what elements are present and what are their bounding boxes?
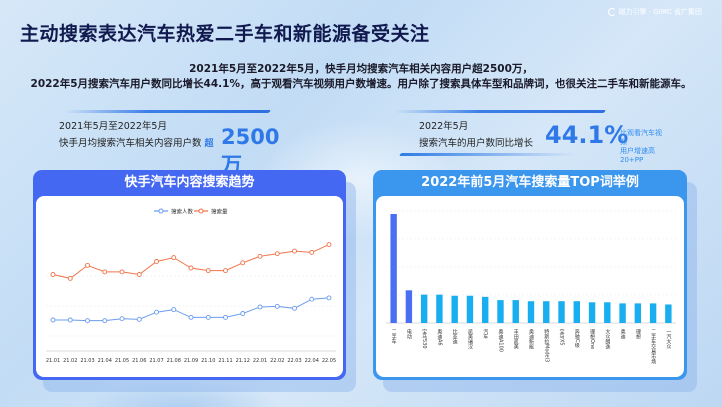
x-tick-label: 宝马530: [421, 328, 427, 348]
x-tick-label: 21.05: [115, 358, 129, 364]
x-tick-label: 理想One: [589, 329, 595, 349]
x-tick-label: 凯美瑞汉: [467, 328, 473, 350]
line-chart-body: 搜索人数 搜索量 21.01 21.02 21.03 21.04 21.05 21.06 21.…: [36, 196, 343, 377]
bar: [634, 303, 642, 323]
bar: [405, 290, 413, 323]
stat-period: 2022年5月: [419, 121, 469, 132]
stat-note-line-1: 比观看汽车视频: [620, 129, 662, 146]
bar: [604, 302, 611, 323]
x-tick-label: 二手车交易市场: [650, 329, 656, 365]
bar: [649, 303, 657, 323]
bar: [573, 301, 580, 323]
x-tick-label: 21.12: [236, 358, 250, 364]
line-chart-title: 快手汽车内容搜索趋势: [124, 175, 255, 190]
x-tick-label: 22.02: [270, 358, 284, 364]
x-tick-label: 21.07: [149, 358, 163, 364]
x-tick-label: 奥迪新能: [528, 328, 534, 350]
legend-item: 搜索量: [194, 208, 228, 216]
svg-text:搜索人数: 搜索人数: [171, 208, 194, 216]
x-tick-label: 21.10: [201, 358, 215, 364]
x-tick-label: 奥迪A100: [497, 328, 503, 352]
bar: [466, 295, 474, 323]
summary-text: 2021年5月至2022年5月，快手月均搜索汽车相关内容用户超2500万， 20…: [0, 62, 722, 92]
x-tick-label: 21.04: [98, 358, 112, 364]
x-tick-label: 理想: [635, 329, 641, 339]
stat-note: 比观看汽车视频 用户增速高20+PP: [620, 129, 665, 165]
page-title: 主动搜索表达汽车热爱二手车和新能源备受关注: [20, 23, 430, 45]
bar-chart-panel: 2022年前5月汽车搜索量TOP词举例 二手车 电动 宝马530 奥迪A6 比亚迪 凯美瑞…: [373, 170, 687, 380]
x-tick-label: 21.01: [46, 358, 60, 364]
bar-chart-title: 2022年前5月汽车搜索量TOP词举例: [421, 175, 639, 190]
bar: [665, 304, 672, 323]
svg-text:搜索量: 搜索量: [211, 208, 228, 216]
bar: [497, 300, 504, 323]
x-tick-label: 丰田凯美: [513, 328, 519, 350]
stat-card-growth: 2022年5月 搜索汽车的用户数同比增长 44.1% 比观看汽车视频 用户增速高…: [394, 108, 665, 164]
bar-chart-body: 二手车 电动 宝马530 奥迪A6 比亚迪 凯美瑞汉 汽车 奥迪A100 丰田凯美 奥迪新能 特斯拉…: [376, 196, 684, 377]
stat-value: 44.1%: [545, 121, 629, 149]
x-tick-label: 21.02: [63, 358, 77, 364]
x-tick-label: 奥迪: [620, 328, 626, 340]
x-tick-label: 22.01: [253, 358, 267, 364]
summary-line-1: 2021年5月至2022年5月，快手月均搜索汽车相关内容用户超2500万，: [189, 63, 533, 75]
background-glow: [80, 380, 280, 407]
x-tick-label: 21.09: [184, 358, 198, 364]
x-tick-label: 特斯拉Model3: [543, 328, 549, 362]
legend-item: 搜索人数: [154, 208, 194, 216]
x-tick-label: 比亚迪: [452, 328, 458, 345]
x-tick-label: 二手车: [391, 329, 397, 345]
x-tick-label: 一汽大众: [665, 329, 671, 349]
bar: [451, 295, 458, 323]
brand-logo-icon: [607, 8, 616, 16]
bar: [543, 301, 550, 323]
divider: [64, 110, 271, 113]
x-tick-label: 汽车: [482, 328, 488, 340]
brand-logo: 磁力引擎 · GIMC 省广集团: [607, 7, 702, 17]
summary-line-2: 2022年5月搜索汽车用户数同比增长44.1%，高于观看汽车视频用户数增速。用户…: [30, 78, 692, 90]
stat-prefix: 超: [204, 139, 214, 149]
bar: [390, 214, 397, 323]
bar: [558, 301, 565, 323]
x-tick-label: 电动: [406, 328, 412, 340]
bar-chart: 二手车 电动 宝马530 奥迪A6 比亚迪 凯美瑞汉 汽车 奥迪A100 丰田凯美 奥迪新能 特斯拉…: [386, 210, 676, 365]
x-tick-label: 22.04: [305, 358, 319, 364]
x-tick-label: 21.08: [167, 358, 181, 364]
x-tick-label: 22.03: [287, 358, 301, 364]
divider: [394, 110, 606, 113]
stat-label-text: 快手月均搜索汽车相关内容用户数: [59, 138, 202, 149]
bar: [527, 301, 535, 323]
stat-label: 搜索汽车的用户数同比增长: [419, 138, 534, 149]
stat-note-line-2: 用户增速高20+PP: [620, 147, 655, 164]
bar: [482, 296, 489, 323]
bar: [512, 300, 519, 323]
bar: [436, 294, 443, 323]
x-tick-label: 21.06: [132, 358, 146, 364]
bar: [420, 294, 428, 323]
x-tick-label: 21.11: [218, 358, 232, 364]
stat-label: 快手月均搜索汽车相关内容用户数 超: [59, 135, 214, 149]
bar: [588, 302, 596, 323]
x-tick-label: 21.03: [80, 358, 94, 364]
stat-period: 2021年5月至2022年5月: [59, 121, 167, 132]
x-tick-label: 宝马X5: [559, 328, 565, 345]
series-line: [52, 244, 330, 279]
x-tick-label: 奔驰C级: [574, 328, 580, 348]
x-tick-label: 22.05: [322, 358, 336, 364]
divider: [399, 153, 576, 156]
line-chart-panel: 快手汽车内容搜索趋势 搜索人数 搜索量 21.01 21.02 21.03 21.04 21…: [33, 170, 346, 380]
stat-card-monthly-users: 2021年5月至2022年5月 快手月均搜索汽车相关内容用户数 超 2500万: [45, 108, 279, 177]
brand-name: 磁力引擎 · GIMC 省广集团: [618, 8, 702, 16]
bar: [619, 303, 626, 323]
x-tick-label: 奥迪A6: [436, 328, 442, 345]
x-tick-label: 大众朗逸: [604, 328, 610, 350]
